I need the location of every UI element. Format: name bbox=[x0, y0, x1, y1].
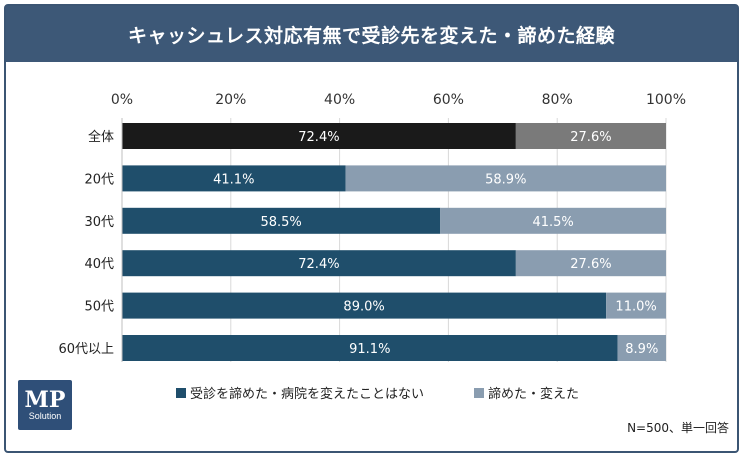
data-label: 27.6% bbox=[570, 130, 611, 145]
x-tick-label: 100% bbox=[646, 92, 686, 108]
data-label: 58.9% bbox=[485, 172, 526, 187]
data-label: 91.1% bbox=[349, 342, 390, 357]
category-label: 30代 bbox=[84, 215, 114, 230]
data-label: 41.1% bbox=[213, 172, 254, 187]
title-bar: キャッシュレス対応有無で受診先を変えた・諦めた経験 bbox=[6, 6, 737, 62]
bar-segment bbox=[122, 123, 516, 149]
bar-segment bbox=[617, 335, 666, 361]
data-label: 27.6% bbox=[570, 257, 611, 272]
x-tick-label: 60% bbox=[433, 92, 464, 108]
data-label: 8.9% bbox=[625, 342, 658, 357]
sample-note: N=500、単一回答 bbox=[627, 421, 729, 435]
category-label: 50代 bbox=[84, 300, 114, 315]
data-label: 41.5% bbox=[532, 215, 573, 230]
data-label: 58.5% bbox=[260, 215, 301, 230]
logo-mark: MP bbox=[24, 386, 66, 413]
bar-segment bbox=[122, 292, 607, 319]
data-label: 11.0% bbox=[615, 300, 656, 315]
bar-segment bbox=[515, 250, 666, 277]
chart-title: キャッシュレス対応有無で受診先を変えた・諦めた経験 bbox=[127, 24, 616, 47]
data-label: 89.0% bbox=[343, 300, 384, 315]
mp-solution-logo: MP Solution bbox=[18, 380, 72, 430]
legend-swatch bbox=[474, 388, 484, 398]
legend-label: 受診を諦めた・病院を変えたことはない bbox=[190, 386, 424, 402]
bar-segment bbox=[122, 250, 516, 277]
x-tick-label: 40% bbox=[324, 92, 355, 108]
x-tick-label: 20% bbox=[215, 92, 246, 108]
logo-subtext: Solution bbox=[28, 410, 62, 421]
bar-segment bbox=[122, 335, 618, 361]
x-tick-label: 0% bbox=[111, 92, 133, 108]
bar-segment bbox=[122, 207, 441, 234]
data-label: 72.4% bbox=[298, 257, 339, 272]
category-label: 20代 bbox=[84, 172, 114, 187]
bar-segment bbox=[345, 165, 666, 192]
bar-segment bbox=[606, 292, 666, 319]
category-label: 60代以上 bbox=[58, 342, 114, 357]
bar-segment bbox=[122, 165, 346, 192]
x-tick-label: 80% bbox=[542, 92, 573, 108]
legend-label: 諦めた・変えた bbox=[488, 386, 579, 402]
legend-swatch bbox=[176, 388, 186, 398]
data-label: 72.4% bbox=[298, 130, 339, 145]
bar-segment bbox=[440, 207, 666, 234]
bar-segment bbox=[515, 123, 666, 149]
category-label: 40代 bbox=[84, 257, 114, 272]
category-label: 全体 bbox=[88, 129, 114, 145]
